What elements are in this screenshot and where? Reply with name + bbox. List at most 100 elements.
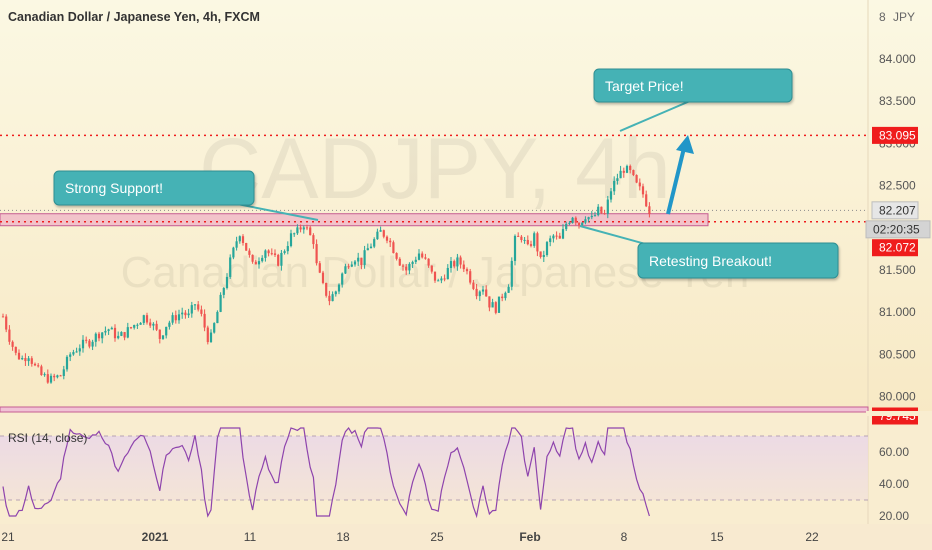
candle-body bbox=[11, 341, 14, 347]
candle-body bbox=[235, 241, 238, 248]
candle-body bbox=[254, 261, 257, 265]
candle-body bbox=[414, 259, 417, 262]
candle-body bbox=[155, 323, 158, 330]
candle-body bbox=[510, 260, 513, 287]
candle-body bbox=[129, 327, 133, 329]
candle-body bbox=[177, 314, 181, 321]
target-arrow bbox=[666, 135, 694, 215]
candle-body bbox=[267, 250, 270, 254]
rsi-axis[interactable]: 60.00 40.00 20.00 bbox=[879, 445, 909, 523]
candle-body bbox=[315, 244, 318, 264]
candle-body bbox=[104, 330, 107, 333]
candle-body bbox=[529, 244, 533, 246]
candle-body bbox=[587, 217, 590, 220]
candle-body bbox=[53, 375, 56, 378]
candle-body bbox=[616, 178, 619, 181]
candle-body bbox=[513, 235, 517, 261]
candle-body bbox=[232, 247, 235, 258]
candle-body bbox=[453, 261, 456, 267]
candle-body bbox=[427, 258, 430, 266]
candle-body bbox=[318, 263, 321, 273]
candle-body bbox=[481, 289, 485, 292]
candle-body bbox=[206, 327, 209, 343]
candle-body bbox=[613, 180, 616, 192]
candle-body bbox=[331, 294, 334, 302]
rsi-tick-0: 60.00 bbox=[879, 445, 909, 459]
candle-body bbox=[478, 291, 481, 297]
candle-body bbox=[462, 264, 465, 270]
lower-level-zone bbox=[0, 406, 869, 413]
candle-body bbox=[46, 374, 49, 383]
rsi-title: RSI (14, close) bbox=[8, 431, 87, 445]
retesting-callout[interactable]: Retesting Breakout! bbox=[637, 242, 839, 279]
candle-body bbox=[37, 365, 40, 367]
candle-body bbox=[120, 332, 123, 336]
candle-body bbox=[590, 215, 593, 218]
candle-body bbox=[181, 312, 184, 315]
candle-body bbox=[283, 251, 286, 253]
candle-body bbox=[59, 375, 62, 377]
rsi-band bbox=[0, 436, 868, 500]
candle-body bbox=[261, 257, 264, 262]
time-tick-5: Feb bbox=[519, 530, 540, 544]
candle-body bbox=[469, 271, 472, 283]
candle-body bbox=[424, 257, 427, 259]
candle-body bbox=[171, 315, 174, 323]
candle-body bbox=[117, 335, 120, 339]
candle-body bbox=[645, 194, 648, 207]
time-axis[interactable]: 21 2021 11 18 25 Feb 8 15 22 bbox=[1, 530, 819, 544]
candle-body bbox=[366, 248, 369, 251]
candle-body bbox=[273, 253, 277, 255]
candle-body bbox=[165, 326, 168, 336]
candle-body bbox=[257, 261, 261, 265]
target-price-label: Target Price! bbox=[605, 78, 684, 94]
candle-body bbox=[577, 222, 581, 226]
target-price-callout[interactable]: Target Price! bbox=[593, 68, 793, 103]
candle-body bbox=[449, 261, 453, 268]
time-tick-7: 15 bbox=[710, 530, 724, 544]
candle-body bbox=[113, 327, 117, 339]
candle-body bbox=[184, 312, 187, 316]
candle-body bbox=[302, 227, 305, 230]
time-axis-background bbox=[0, 524, 932, 550]
candle-body bbox=[357, 257, 360, 262]
candle-body bbox=[494, 302, 497, 313]
candle-body bbox=[337, 284, 341, 292]
candle-body bbox=[309, 227, 312, 236]
candle-body bbox=[62, 369, 65, 377]
time-tick-1: 2021 bbox=[142, 530, 169, 544]
candle-body bbox=[417, 253, 421, 260]
candle-body bbox=[49, 375, 53, 383]
candle-body bbox=[197, 304, 200, 310]
candle-body bbox=[638, 182, 641, 187]
strong-support-callout[interactable]: Strong Support! bbox=[53, 170, 255, 206]
candle-body bbox=[136, 324, 139, 326]
candle-body bbox=[625, 165, 629, 173]
candle-body bbox=[408, 264, 411, 271]
candle-body bbox=[222, 288, 225, 295]
candle-body bbox=[552, 235, 555, 239]
time-tick-8: 22 bbox=[805, 530, 819, 544]
candle-body bbox=[571, 217, 574, 223]
candle-body bbox=[558, 235, 561, 239]
candle-body bbox=[584, 219, 587, 223]
candle-body bbox=[139, 322, 142, 325]
candle-body bbox=[389, 240, 392, 243]
candle-body bbox=[94, 333, 97, 342]
candle-body bbox=[133, 324, 136, 328]
candle-body bbox=[75, 351, 78, 353]
candle-body bbox=[245, 242, 248, 251]
rsi-tick-2: 20.00 bbox=[879, 509, 909, 523]
candle-body bbox=[539, 251, 542, 258]
time-tick-2: 11 bbox=[244, 530, 257, 544]
candle-body bbox=[168, 322, 171, 327]
candle-body bbox=[14, 346, 17, 353]
candle-body bbox=[600, 206, 603, 214]
rsi-tick-1: 40.00 bbox=[879, 477, 909, 491]
support-price-value: 82.072 bbox=[879, 241, 916, 255]
candle-body bbox=[325, 282, 328, 296]
currency-label: JPY bbox=[893, 10, 915, 24]
current-price-label: 82.207 bbox=[871, 201, 919, 220]
